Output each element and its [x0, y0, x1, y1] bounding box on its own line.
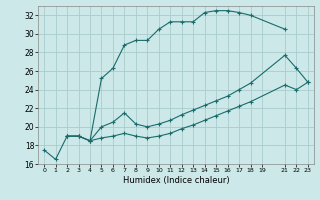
- X-axis label: Humidex (Indice chaleur): Humidex (Indice chaleur): [123, 176, 229, 185]
